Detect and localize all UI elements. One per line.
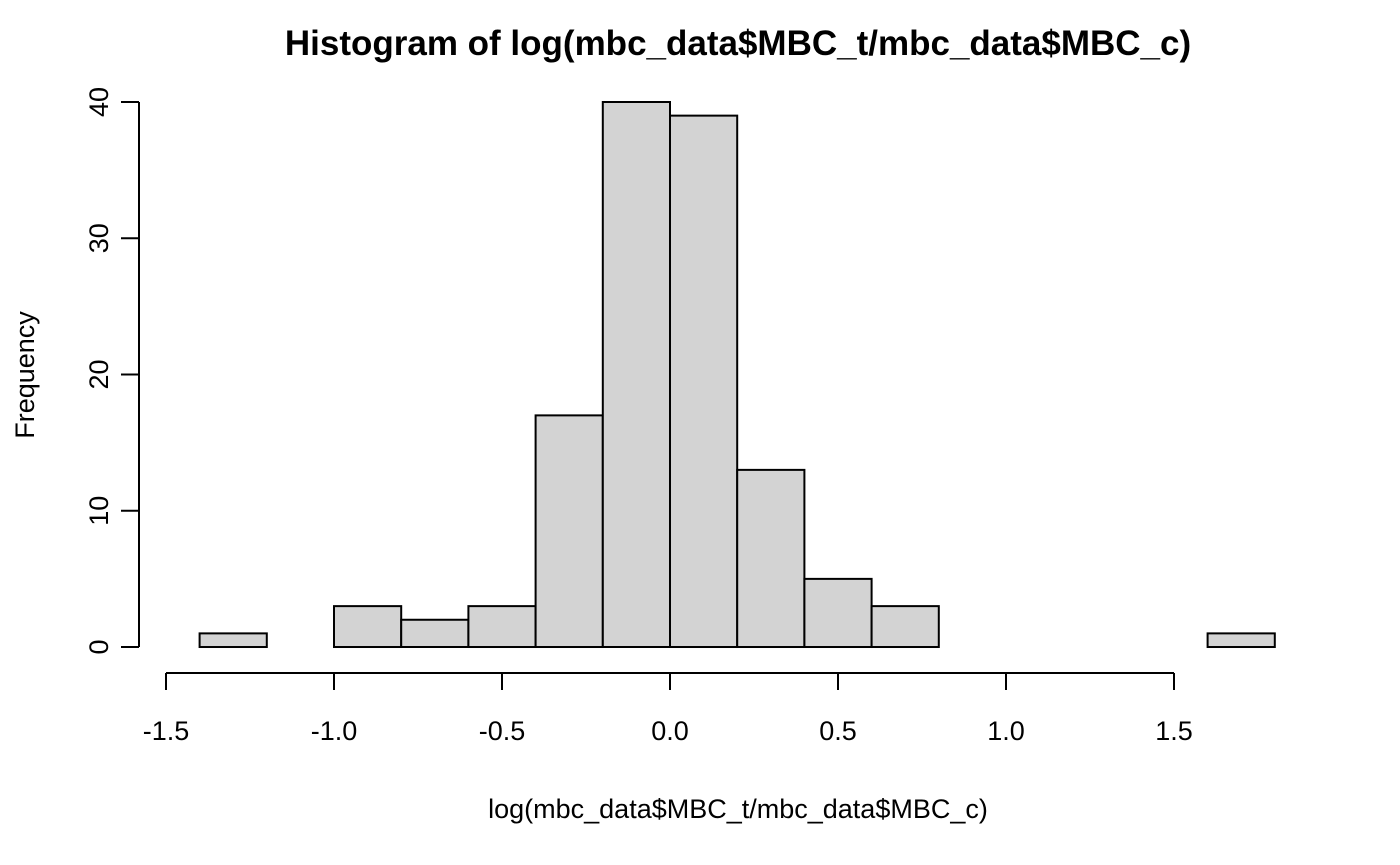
histogram-bar: [198, 632, 268, 649]
y-tick-label: 30: [84, 223, 114, 253]
histogram-bar: [1206, 632, 1276, 649]
y-tick-label: 10: [84, 496, 114, 526]
y-tick-label: 40: [84, 87, 114, 117]
x-tick-label: 1.5: [1155, 716, 1193, 746]
histogram-bar: [534, 414, 604, 649]
histogram-bar: [870, 605, 940, 649]
x-tick-label: -0.5: [479, 716, 526, 746]
histogram-bar: [736, 468, 806, 649]
histogram-bar: [333, 605, 403, 649]
x-tick-label: -1.0: [311, 716, 358, 746]
x-tick-label: 0.0: [651, 716, 689, 746]
histogram-bar: [467, 605, 537, 649]
chart-title: Histogram of log(mbc_data$MBC_t/mbc_data…: [285, 24, 1191, 63]
x-tick-label: -1.5: [143, 716, 190, 746]
y-tick-label: 0: [84, 639, 114, 654]
histogram-bar: [803, 577, 873, 649]
histogram-bar: [669, 114, 739, 649]
x-axis-label: log(mbc_data$MBC_t/mbc_data$MBC_c): [488, 794, 988, 824]
histogram-bar: [400, 618, 470, 648]
y-tick-label: 20: [84, 359, 114, 389]
y-axis-label: Frequency: [10, 311, 40, 439]
x-tick-label: 0.5: [819, 716, 857, 746]
y-axis: 0 10 20 30 40: [84, 87, 140, 655]
histogram-bars: [198, 101, 1276, 649]
x-axis: -1.5 -1.0 -0.5 0.0 0.5 1.0 1.5: [143, 672, 1193, 746]
histogram-bar: [601, 101, 671, 648]
x-tick-label: 1.0: [987, 716, 1025, 746]
